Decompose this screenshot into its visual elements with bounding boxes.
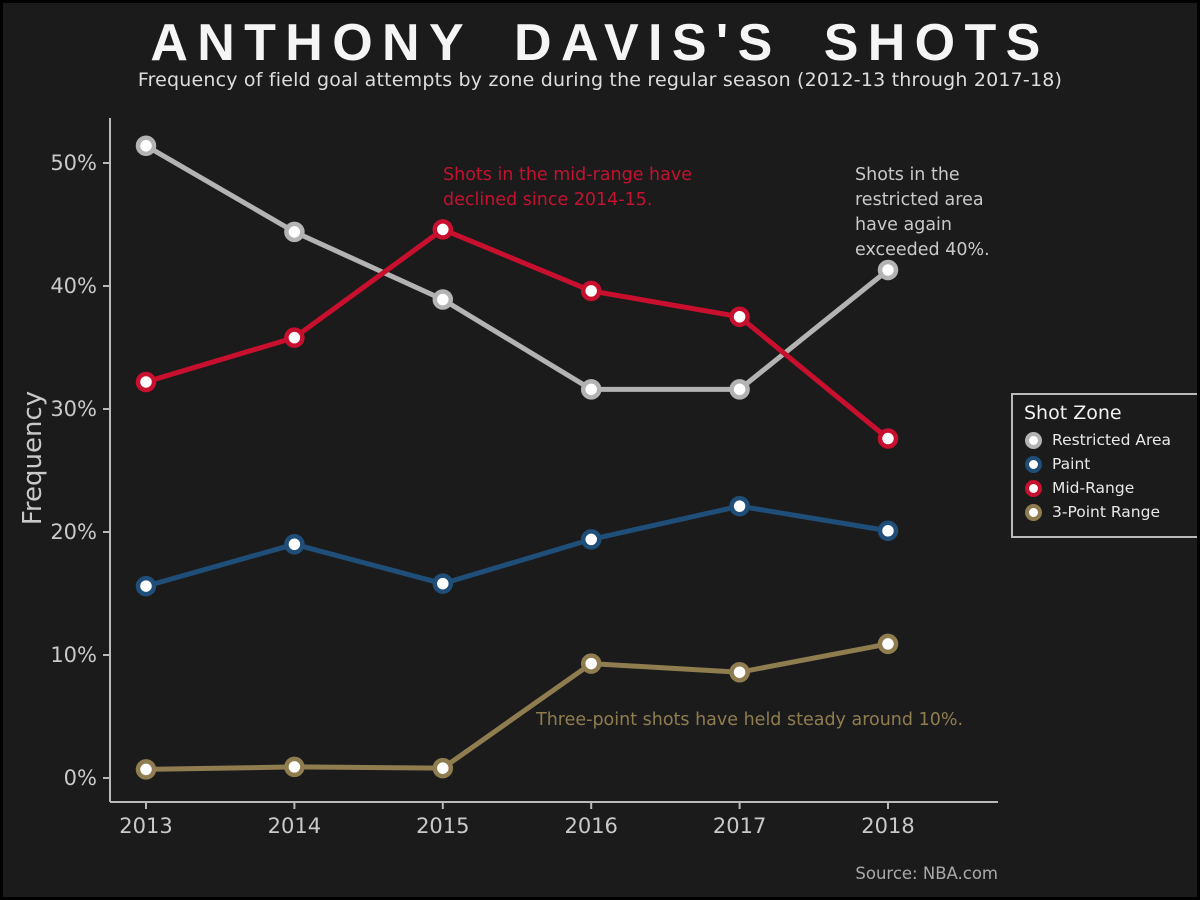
data-point-restricted-area-2013 [135, 135, 157, 157]
data-point-restricted-area-2018 [877, 259, 899, 281]
y-tick-label: 0% [64, 766, 97, 790]
x-tick-label: 2013 [119, 814, 172, 838]
data-point-mid-range-2013 [135, 371, 157, 393]
legend-title: Shot Zone [1024, 402, 1122, 424]
data-point-restricted-area-2016 [580, 379, 602, 400]
data-point-3-point-range-2014 [284, 756, 305, 778]
legend-label: Restricted Area [1052, 431, 1172, 449]
y-tick-label: 30% [50, 397, 97, 421]
data-point-mid-range-2015 [432, 219, 454, 240]
chart-title: ANTHONY DAVIS'S SHOTS [150, 14, 1050, 72]
legend-item-restricted-area: Restricted Area [1023, 431, 1188, 449]
series-line-restricted-area [143, 143, 891, 392]
data-point-restricted-area-2014 [284, 221, 305, 243]
data-point-3-point-range-2018 [877, 633, 899, 655]
shot-frequency-line-chart: 0% 10% 20% 30% 40% 50% 2013 2014 2015 2016 2017 201… [18, 118, 998, 838]
x-tick-label: 2014 [268, 814, 321, 838]
legend-items: Restricted Area Paint Mid-Range 3-Point Ran… [1023, 431, 1188, 521]
x-tick-label: 2017 [713, 814, 766, 838]
data-point-mid-range-2017 [729, 306, 750, 327]
data-point-mid-range-2016 [580, 280, 602, 302]
legend-label: Paint [1052, 455, 1091, 473]
data-point-3-point-range-2015 [432, 757, 454, 779]
data-point-3-point-range-2017 [729, 661, 750, 683]
data-point-paint-2016 [580, 529, 602, 550]
legend-item-3-point-range: 3-Point Range [1023, 503, 1188, 521]
legend-box: Shot Zone Restricted Area Paint Mid-Range 3… [1011, 393, 1197, 538]
data-point-3-point-range-2013 [135, 759, 157, 780]
y-tick-label: 10% [50, 643, 97, 667]
data-point-paint-2017 [729, 495, 750, 517]
y-tick-label: 40% [50, 274, 97, 298]
series-line-3-point-range [143, 641, 891, 772]
y-tick-label: 50% [50, 151, 97, 175]
data-point-3-point-range-2016 [580, 653, 602, 674]
x-tick-label: 2018 [861, 814, 914, 838]
legend-marker-restricted-area [1025, 431, 1042, 449]
legend-item-mid-range: Mid-Range [1023, 479, 1188, 497]
data-point-mid-range-2018 [877, 428, 899, 449]
legend-label: Mid-Range [1052, 479, 1135, 497]
data-point-paint-2018 [877, 520, 899, 542]
series-line-mid-range [143, 226, 891, 442]
legend-item-paint: Paint [1023, 455, 1188, 473]
annotation-mid-range: Shots in the mid-range have declined sin… [443, 165, 692, 210]
x-tick-label: 2016 [564, 814, 617, 838]
data-point-paint-2013 [135, 575, 157, 597]
series-line-paint [143, 503, 891, 589]
legend-label: 3-Point Range [1052, 503, 1160, 521]
data-point-restricted-area-2015 [432, 289, 454, 310]
legend-marker-3-point-range [1025, 503, 1042, 521]
legend-marker-mid-range [1025, 479, 1042, 497]
data-point-restricted-area-2017 [729, 379, 750, 400]
annotation-restricted-area: Shots in the restricted area have again … [855, 165, 990, 260]
data-point-paint-2014 [284, 534, 305, 555]
chart-subtitle: Frequency of field goal attempts by zone… [137, 69, 1063, 91]
x-tick-label: 2015 [416, 814, 469, 838]
y-tick-label: 20% [50, 520, 97, 544]
annotation-three-point: Three-point shots have held steady aroun… [536, 710, 964, 730]
data-point-paint-2015 [432, 573, 454, 594]
y-axis-title: Frequency [18, 391, 48, 525]
source-credit: Source: NBA.com [855, 864, 998, 883]
data-point-mid-range-2014 [284, 327, 305, 348]
legend-marker-paint [1025, 455, 1042, 473]
